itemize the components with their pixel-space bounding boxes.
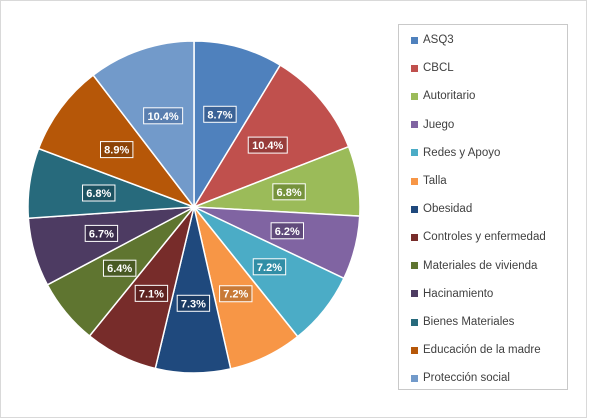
data-label: 6.8% (272, 183, 306, 201)
data-label-text: 7.2% (223, 289, 248, 301)
data-label-box (247, 136, 288, 154)
legend-item: Autoritario (411, 88, 475, 104)
data-label-text: 7.2% (257, 262, 282, 274)
data-label: 8.9% (99, 141, 134, 159)
legend-item: Protección social (411, 370, 510, 386)
data-label-text: 8.9% (104, 145, 129, 157)
data-label-box (134, 284, 169, 302)
data-label: 10.4% (143, 107, 184, 125)
legend-label: CBCL (423, 62, 454, 75)
data-label-box (219, 285, 253, 303)
legend-label: Hacinamiento (423, 287, 494, 300)
data-label-text: 7.3% (181, 298, 206, 310)
legend-item: Obesidad (411, 201, 472, 217)
legend-label: Bienes Materiales (423, 316, 515, 328)
legend-swatch (411, 36, 418, 44)
data-label-text: 6.2% (275, 226, 300, 238)
legend-swatch (411, 64, 418, 72)
legend-label: Materiales de vivienda (423, 259, 538, 272)
pie-slice (192, 64, 350, 209)
legend-label: ASQ3 (423, 34, 454, 46)
legend-swatch (411, 177, 418, 185)
legend-item: CBCL (411, 60, 454, 76)
legend-swatch (411, 205, 418, 213)
data-label-box (203, 105, 237, 123)
data-label-box (102, 259, 137, 277)
pie-slice (193, 40, 282, 210)
data-label: 7.2% (219, 285, 253, 303)
legend-swatch (411, 262, 418, 270)
data-label-box (176, 294, 211, 312)
data-label-box (272, 183, 306, 201)
data-label-box (82, 184, 116, 202)
legend-swatch (411, 233, 418, 241)
legend-label: Controles y enfermedad (423, 231, 546, 244)
data-label-text: 8.7% (207, 109, 232, 121)
data-label-text: 10.4% (252, 140, 283, 152)
data-label-text: 6.8% (277, 187, 302, 199)
data-label: 7.1% (134, 284, 169, 302)
legend-item: Juego (411, 117, 454, 133)
data-label-box (84, 224, 119, 242)
legend-swatch (411, 121, 418, 129)
legend: ASQ3 CBCL Autoritario Juego Redes y Apoyo Tal… (398, 24, 568, 390)
data-label: 8.7% (203, 105, 237, 123)
legend-label: Redes y Apoyo (423, 146, 501, 159)
data-label-text: 7.1% (139, 288, 164, 300)
data-label-box (143, 107, 184, 125)
data-label: 10.4% (247, 136, 288, 154)
legend-label: Juego (423, 118, 455, 131)
data-label: 6.4% (102, 259, 137, 277)
legend-label: Protección social (423, 372, 510, 385)
data-label-box (252, 258, 287, 276)
legend-swatch (411, 149, 418, 157)
data-label-text: 6.7% (89, 228, 114, 240)
legend-label: Educación de la madre (423, 344, 541, 357)
legend-label: Autoritario (423, 90, 476, 103)
legend-item: Materiales de vivienda (411, 258, 537, 274)
legend-label: Obesidad (423, 203, 473, 216)
legend-item: ASQ3 (411, 32, 454, 48)
data-label-box (270, 222, 304, 240)
legend-item: Bienes Materiales (411, 314, 514, 330)
data-label-text: 10.4% (148, 111, 179, 123)
data-label: 6.2% (270, 222, 304, 240)
legend-item: Hacinamiento (411, 286, 493, 302)
data-label: 6.7% (84, 224, 119, 242)
pie-chart: 8.7% 10.4% 6.8% 6.2% 7.2% 7.2% 7.3% 7.1% 6.4% 6.7… (27, 40, 361, 374)
legend-item: Controles y enfermedad (411, 229, 546, 245)
legend-swatch (411, 346, 418, 354)
data-label-box (99, 141, 134, 159)
data-label-text: 6.8% (86, 188, 111, 200)
legend-swatch (411, 374, 418, 382)
pie-slice (37, 74, 197, 209)
legend-item: Talla (411, 173, 447, 189)
data-label: 7.3% (176, 294, 211, 312)
legend-label: Talla (423, 175, 447, 187)
legend-item: Educación de la madre (411, 342, 541, 358)
legend-swatch (411, 318, 418, 326)
data-label: 6.8% (82, 184, 116, 202)
legend-swatch (411, 92, 418, 100)
legend-swatch (411, 290, 418, 298)
data-label-text: 6.4% (107, 263, 132, 275)
legend-item: Redes y Apoyo (411, 145, 500, 161)
data-label: 7.2% (252, 258, 287, 276)
